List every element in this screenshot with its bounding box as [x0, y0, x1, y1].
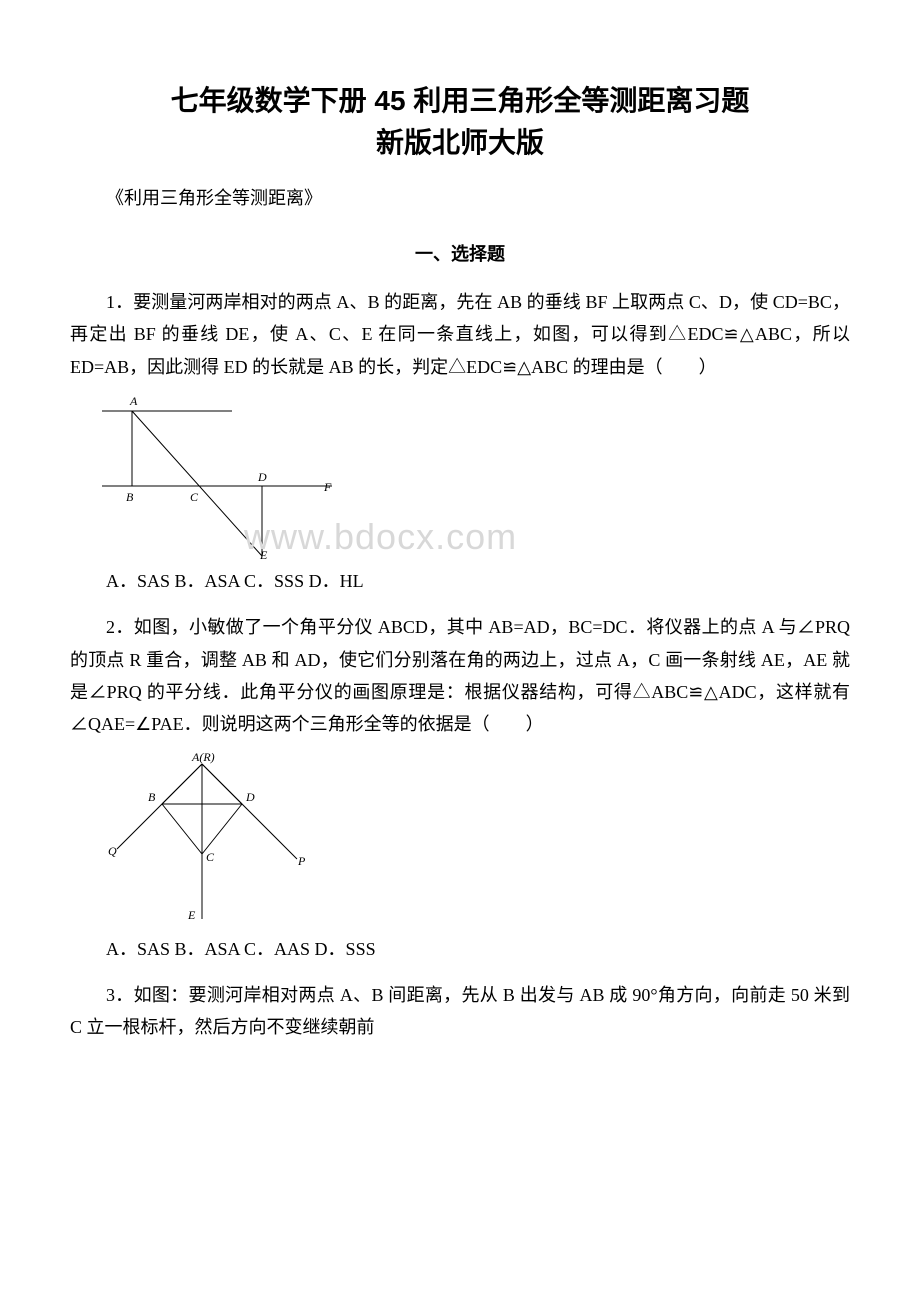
q3-text: 3．如图：要测河岸相对两点 A、B 间距离，先从 B 出发与 AB 成 90°角…	[70, 979, 850, 1044]
q1-label-B: B	[126, 490, 134, 504]
q1-label-A: A	[129, 394, 138, 408]
q1-options: A．SAS B．ASA C．SSS D．HL	[70, 567, 850, 593]
q1-label-C: C	[190, 490, 199, 504]
q1-figure: A B C D F E www.bdocx.com	[102, 391, 850, 561]
q2-label-P: P	[297, 854, 306, 868]
subtitle: 《利用三角形全等测距离》	[70, 184, 850, 210]
q2-options: A．SAS B．ASA C．AAS D．SSS	[70, 935, 850, 961]
section-heading: 一、选择题	[70, 240, 850, 266]
q1-text: 1．要测量河两岸相对的两点 A、B 的距离，先在 AB 的垂线 BF 上取两点 …	[70, 286, 850, 383]
q2-text: 2．如图，小敏做了一个角平分仪 ABCD，其中 AB=AD，BC=DC．将仪器上…	[70, 611, 850, 741]
q2-label-Q: Q	[108, 844, 117, 858]
q2-label-A: A(R)	[191, 750, 215, 764]
q2-label-C: C	[206, 850, 215, 864]
q2-label-E: E	[187, 908, 196, 922]
q1-label-D: D	[257, 470, 267, 484]
page-title: 七年级数学下册 45 利用三角形全等测距离习题 新版北师大版	[70, 80, 850, 164]
q2-label-D: D	[245, 790, 255, 804]
q2-figure: A(R) B D C E Q P	[102, 749, 850, 929]
title-line1: 七年级数学下册 45 利用三角形全等测距离习题	[171, 85, 750, 116]
q1-label-F: F	[323, 480, 332, 494]
q2-label-B: B	[148, 790, 156, 804]
q1-label-E: E	[259, 548, 268, 561]
title-line2: 新版北师大版	[376, 127, 544, 158]
